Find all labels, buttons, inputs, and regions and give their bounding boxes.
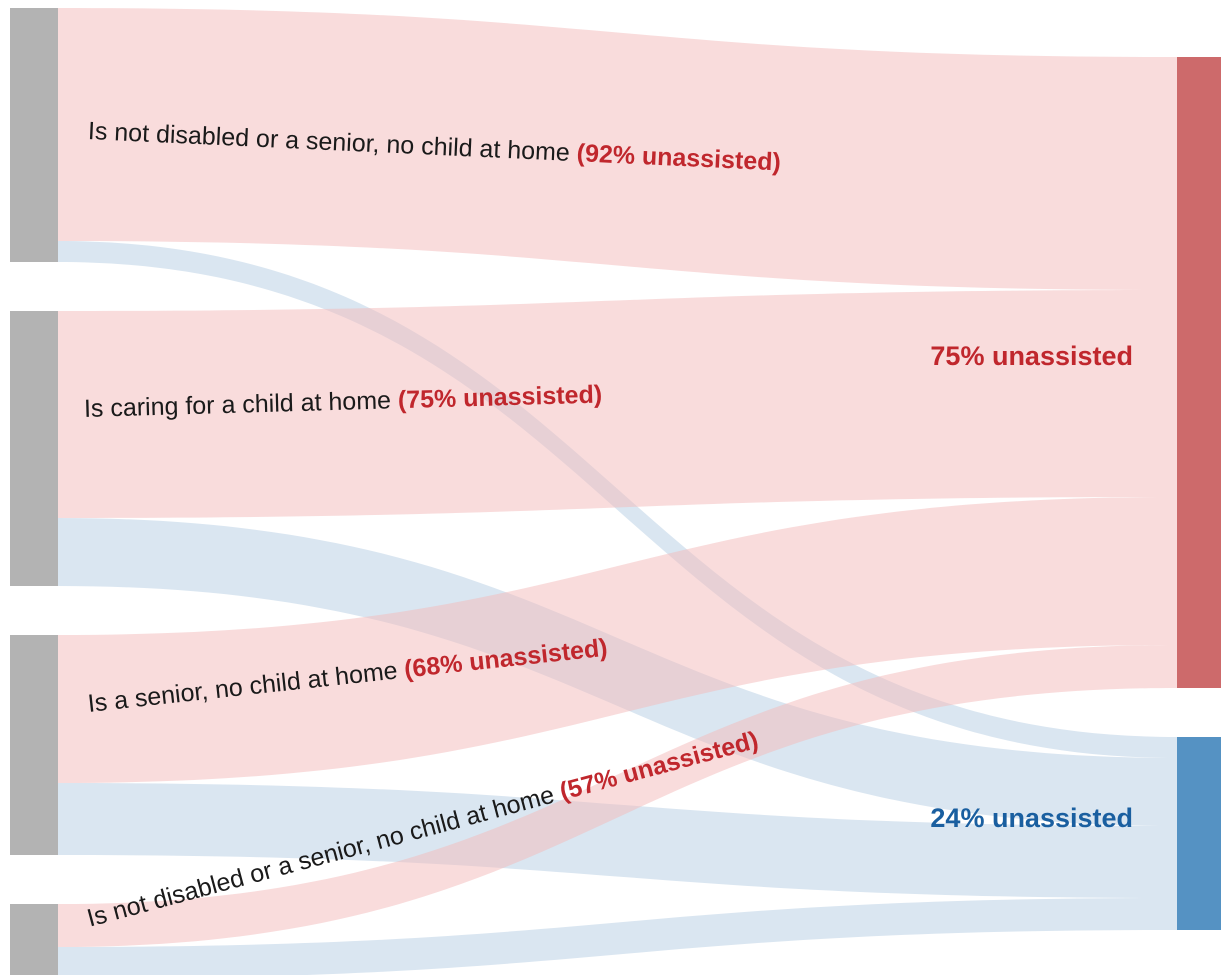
target-node xyxy=(1177,737,1221,930)
link xyxy=(58,290,1177,518)
links xyxy=(58,8,1177,975)
link xyxy=(58,645,1177,947)
source-node xyxy=(10,635,58,855)
link xyxy=(58,8,1177,290)
source-node xyxy=(10,8,58,262)
source-node xyxy=(10,904,58,975)
target-label: 24% unassisted xyxy=(930,803,1133,833)
nodes xyxy=(10,8,1221,975)
link xyxy=(58,497,1177,783)
target-label: 75% unassisted xyxy=(930,341,1133,371)
link xyxy=(58,783,1177,898)
target-node xyxy=(1177,57,1221,688)
source-share: (75% unassisted) xyxy=(397,380,602,414)
link xyxy=(58,898,1177,975)
source-node xyxy=(10,311,58,586)
